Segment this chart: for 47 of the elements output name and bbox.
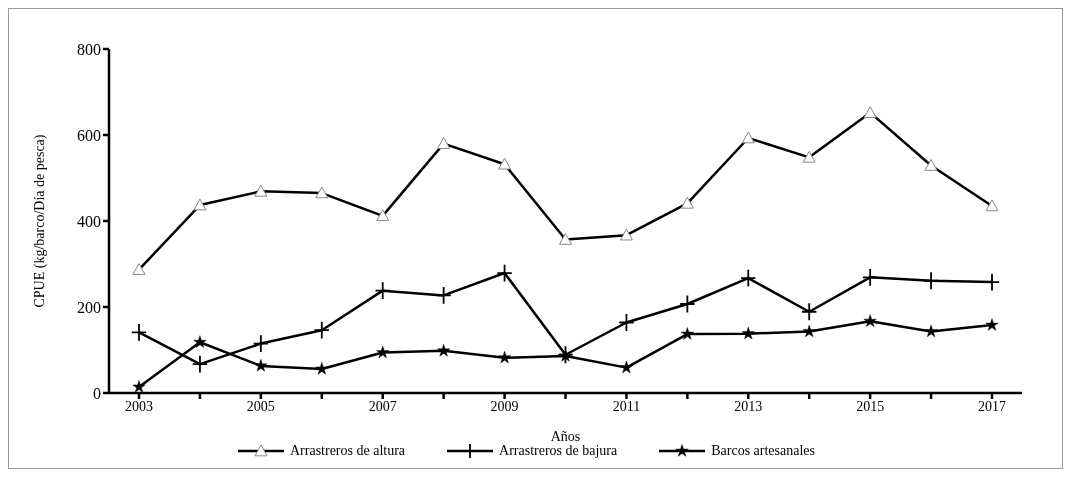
point — [922, 271, 940, 291]
point — [132, 380, 146, 393]
y-tick-label: 0 — [93, 384, 101, 402]
point — [374, 281, 391, 300]
point — [741, 326, 755, 340]
x-tick-label: 2017 — [978, 398, 1006, 414]
point — [863, 314, 877, 327]
legend-label: Arrastreros de altura — [289, 443, 406, 459]
point — [740, 268, 757, 288]
point — [679, 294, 696, 314]
x-tick-label: 2011 — [612, 398, 641, 414]
point — [618, 313, 635, 332]
x-tick-label: 2007 — [368, 398, 397, 414]
point — [985, 318, 999, 331]
point — [802, 324, 816, 338]
point — [801, 302, 818, 322]
point — [315, 362, 329, 375]
x-tick-label: 2009 — [490, 398, 519, 414]
x-tick-label: 2013 — [734, 398, 763, 414]
x-tick-label: 2015 — [856, 398, 885, 414]
y-tick-label: 800 — [77, 40, 101, 58]
point — [376, 345, 390, 359]
point — [619, 360, 633, 374]
point — [252, 334, 269, 353]
x-axis-title: Años — [550, 429, 581, 444]
point — [191, 354, 209, 374]
x-tick-label: 2005 — [246, 398, 275, 414]
point — [557, 345, 574, 365]
point — [437, 344, 451, 357]
y-tick-label: 200 — [77, 298, 101, 316]
y-axis-title: CPUE (kg/barco/Día de pesca) — [31, 134, 48, 308]
legend-label: Arrastreros de bajura — [499, 443, 618, 459]
point — [254, 359, 268, 372]
point — [924, 324, 938, 338]
point — [680, 327, 694, 340]
point — [435, 286, 452, 305]
y-tick-label: 400 — [77, 212, 101, 230]
point — [498, 350, 512, 364]
point — [496, 263, 513, 283]
point — [862, 268, 879, 287]
legend-label: Barcos artesanales — [711, 443, 816, 459]
y-tick-label: 600 — [77, 126, 101, 144]
point — [130, 323, 148, 342]
point — [559, 349, 572, 362]
x-tick-label: 2003 — [125, 398, 153, 414]
point — [193, 335, 207, 348]
point — [313, 320, 330, 340]
